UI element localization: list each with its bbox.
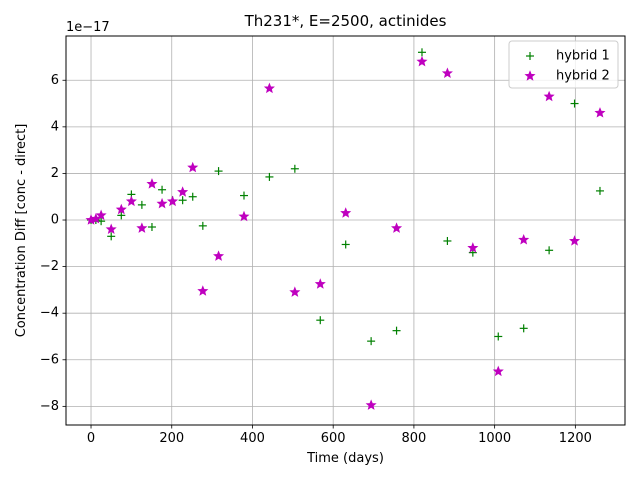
- star-marker: [391, 222, 403, 233]
- plus-marker: [367, 337, 376, 346]
- star-marker: [146, 178, 158, 189]
- plus-marker: [494, 332, 503, 341]
- star-marker: [416, 55, 428, 67]
- star-marker: [543, 90, 555, 102]
- plus-marker: [265, 172, 274, 181]
- y-tick-label: −4: [40, 306, 59, 321]
- x-tick-label: 1000: [478, 431, 511, 446]
- legend-marker-hybrid-2: [524, 70, 536, 81]
- y-tick-label: 6: [51, 73, 59, 88]
- x-tick-label: 0: [87, 431, 95, 446]
- x-tick-label: 1200: [559, 431, 592, 446]
- star-marker: [263, 82, 275, 94]
- star-marker: [197, 285, 209, 296]
- star-marker: [441, 67, 453, 78]
- plus-marker: [341, 240, 350, 249]
- star-marker: [177, 186, 189, 197]
- star-marker: [136, 222, 148, 233]
- plus-marker: [570, 99, 579, 108]
- legend-label-hybrid-1: hybrid 1: [556, 49, 610, 64]
- plot-frame: [65, 35, 626, 426]
- y-tick-label: 0: [51, 213, 59, 228]
- plus-marker: [239, 191, 248, 200]
- x-axis-title: Time (days): [306, 451, 384, 466]
- star-marker: [95, 209, 107, 221]
- y-tick-label: −6: [40, 352, 59, 367]
- plus-marker: [198, 221, 207, 230]
- y-tick-label: 4: [51, 119, 59, 134]
- plus-marker: [147, 223, 156, 232]
- legend: hybrid 1 hybrid 2: [508, 40, 619, 89]
- plus-marker: [595, 186, 604, 195]
- plus-marker: [188, 192, 197, 201]
- star-marker: [569, 235, 581, 246]
- y-tick-label: −2: [40, 259, 59, 274]
- x-tick-label: 800: [401, 431, 426, 446]
- x-tick-label: 400: [240, 431, 265, 446]
- y-axis-title: Concentration Diff [conc - direct]: [14, 124, 29, 338]
- plus-marker: [117, 211, 126, 220]
- plus-marker: [290, 164, 299, 173]
- x-tick-label: 600: [321, 431, 346, 446]
- plus-marker: [316, 316, 325, 325]
- legend-marker-hybrid-1: [526, 52, 534, 60]
- plus-marker: [107, 232, 116, 241]
- star-marker: [238, 210, 250, 222]
- star-marker: [187, 161, 199, 173]
- x-tick-label: 200: [159, 431, 184, 446]
- series-2: [85, 55, 606, 410]
- star-marker: [125, 195, 137, 207]
- star-marker: [156, 197, 168, 209]
- axis-ticks: 0 200 400 600 800 1000 1200 −8 −6 −4 −2 0 2 4 6: [40, 73, 592, 446]
- plus-marker: [392, 326, 401, 335]
- star-marker: [340, 207, 352, 218]
- chart-title: Th231*, E=2500, actinides: [244, 12, 447, 30]
- legend-star-marker: [524, 70, 536, 81]
- star-marker: [314, 278, 326, 289]
- star-marker: [213, 250, 225, 261]
- plus-marker: [545, 246, 554, 255]
- star-marker: [594, 107, 606, 118]
- y-tick-label: 2: [51, 166, 59, 181]
- legend-box: [508, 40, 619, 89]
- star-marker: [518, 234, 530, 245]
- star-marker: [492, 365, 504, 377]
- plus-marker: [137, 200, 146, 209]
- legend-label-hybrid-2: hybrid 2: [556, 69, 610, 84]
- plus-marker: [158, 185, 167, 194]
- data-points: [85, 48, 606, 410]
- star-marker: [115, 203, 127, 215]
- star-marker: [289, 286, 301, 297]
- grid-lines: [66, 36, 625, 425]
- plus-marker: [214, 167, 223, 176]
- star-marker: [467, 242, 479, 253]
- y-tick-label: −8: [40, 399, 59, 414]
- plus-marker: [178, 196, 187, 205]
- y-axis-offset-label: 1e−17: [66, 20, 110, 35]
- legend-plus-marker: [526, 52, 534, 60]
- star-marker: [167, 195, 179, 207]
- plus-marker: [417, 48, 426, 57]
- star-marker: [365, 399, 377, 410]
- plus-marker: [443, 236, 452, 245]
- star-marker: [105, 223, 117, 235]
- plus-marker: [519, 324, 528, 333]
